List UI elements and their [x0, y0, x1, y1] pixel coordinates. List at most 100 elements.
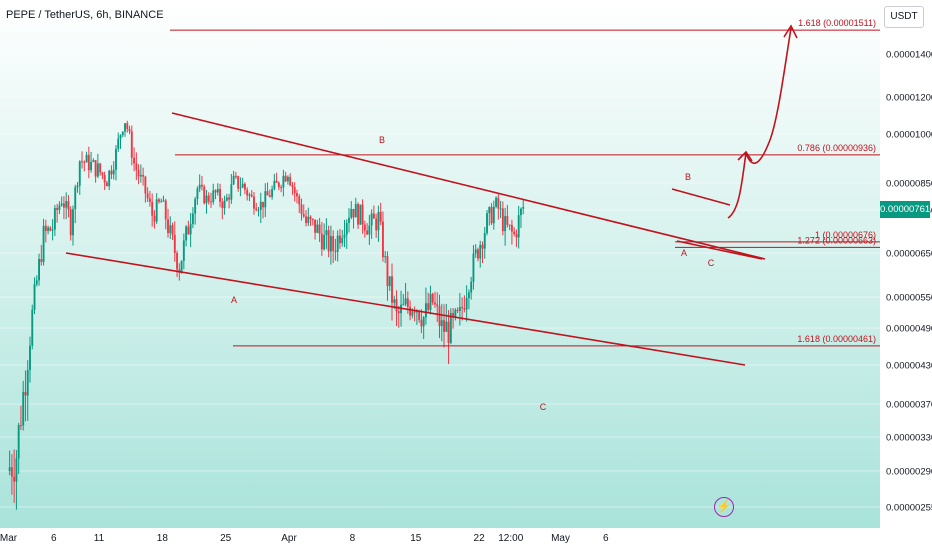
candle-down	[506, 216, 509, 225]
candle-up	[259, 201, 262, 210]
candle-down	[284, 175, 287, 182]
candle-up	[160, 201, 163, 203]
candle-up	[286, 176, 289, 182]
candle-up	[162, 200, 165, 202]
candle-down	[391, 276, 393, 303]
y-tick-label: 0.00000330	[886, 433, 932, 444]
trendline[interactable]	[65, 252, 746, 366]
candle-up	[282, 175, 285, 188]
candle-down	[461, 306, 464, 309]
candle-up	[465, 298, 468, 310]
candle-up	[191, 213, 194, 224]
candle-up	[271, 188, 274, 197]
candle-up	[223, 200, 226, 208]
x-tick-label: 6	[51, 533, 57, 544]
y-tick-label: 0.00001000	[886, 130, 932, 141]
candle-down	[289, 176, 292, 186]
candle-up	[415, 311, 418, 313]
candle-down	[434, 302, 436, 305]
candle-down	[397, 311, 400, 314]
candle-up	[520, 208, 522, 216]
candle-down	[110, 170, 113, 175]
candle-up	[377, 211, 380, 231]
candle-down	[176, 252, 179, 270]
candle-down	[101, 172, 104, 176]
candle-up	[239, 187, 242, 189]
candle-down	[427, 303, 430, 310]
candle-up	[354, 204, 357, 218]
candle-up	[458, 306, 461, 311]
fib-labels: 1.618 (0.00001511) 0.786 (0.00000936) 1 (0…	[797, 18, 876, 344]
candle-down	[481, 244, 484, 249]
candle-down	[99, 163, 102, 173]
candle-down	[381, 221, 384, 258]
wave-label: C	[540, 402, 547, 412]
candle-up	[343, 234, 346, 238]
x-tick-label: 25	[220, 533, 232, 544]
candle-down	[409, 306, 412, 316]
x-tick-label: Apr	[281, 533, 297, 544]
wave-label: A	[231, 295, 237, 305]
gridlines	[0, 53, 880, 508]
trendline[interactable]	[171, 112, 766, 260]
candle-down	[81, 161, 83, 163]
candle-down	[255, 208, 258, 210]
candle-down	[62, 203, 65, 208]
lightning-bolt-icon[interactable]: ⚡	[714, 497, 734, 517]
candle-up	[402, 304, 405, 306]
candle-up	[115, 148, 117, 170]
candle-down	[207, 195, 210, 202]
candle-down	[334, 250, 337, 252]
fib-level-label: 0.786 (0.00000936)	[797, 143, 876, 153]
candle-down	[69, 209, 72, 236]
projection-arrowhead	[783, 24, 798, 39]
currency-button[interactable]: USDT	[884, 6, 924, 28]
candle-up	[411, 311, 414, 316]
candle-up	[90, 161, 93, 171]
candle-up	[470, 281, 473, 293]
candle-up	[182, 240, 185, 261]
candle-down	[49, 227, 52, 231]
candle-up	[492, 206, 495, 224]
candle-down	[320, 233, 323, 250]
candle-up	[345, 222, 348, 235]
candle-up	[307, 216, 310, 223]
candle-up	[72, 209, 74, 236]
candle-down	[406, 298, 409, 307]
wave-label: C	[708, 258, 715, 268]
candle-down	[463, 308, 466, 310]
y-tick-label: 0.00000255	[886, 503, 932, 514]
candle-down	[250, 194, 253, 197]
candle-up	[60, 203, 63, 206]
candle-up	[51, 229, 54, 231]
candle-down	[164, 200, 167, 220]
time-axis-background	[0, 528, 932, 550]
candle-up	[248, 194, 251, 196]
candle-up	[225, 197, 228, 201]
candle-up	[169, 225, 172, 234]
fib-level-label: 1.272 (0.00000663)	[797, 235, 876, 245]
candle-up	[404, 298, 407, 305]
candle-down	[128, 129, 131, 132]
candle-up	[180, 260, 183, 273]
candle-down	[277, 182, 280, 188]
drawings	[65, 24, 880, 366]
candle-up	[96, 163, 99, 177]
trendline[interactable]	[676, 240, 763, 260]
candle-up	[139, 174, 142, 177]
last-price-label: 0.00000761	[880, 201, 930, 218]
y-tick-label: 0.00001400	[886, 50, 932, 61]
candle-down	[105, 182, 108, 187]
candle-down	[148, 198, 151, 202]
fib-level-label: 1 (0.00000676)	[815, 230, 876, 240]
candle-down	[339, 235, 341, 244]
candle-down	[332, 236, 335, 251]
candle-up	[155, 199, 158, 222]
candle-up	[29, 345, 31, 371]
trendline[interactable]	[671, 188, 731, 206]
candle-up	[479, 244, 482, 259]
candle-down	[234, 175, 237, 177]
projection-path[interactable]	[727, 27, 792, 219]
candle-up	[31, 309, 34, 346]
